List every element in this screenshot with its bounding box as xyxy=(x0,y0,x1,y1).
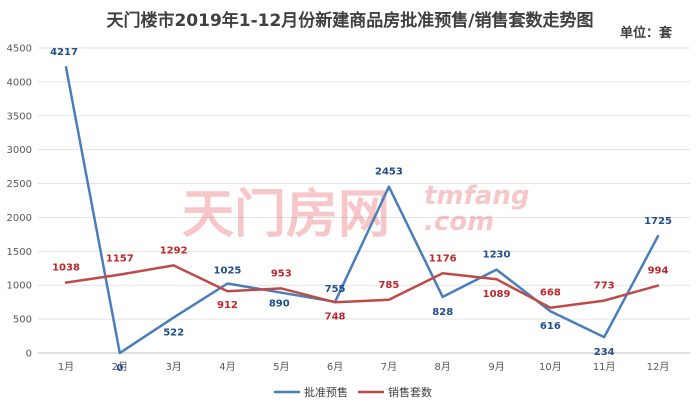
data-label-series-1: 828 xyxy=(432,307,453,318)
data-label-series-1: 234 xyxy=(594,347,615,358)
x-tick-label: 4月 xyxy=(219,361,235,373)
x-tick-label: 6月 xyxy=(327,361,343,373)
y-tick-label: 2500 xyxy=(7,179,32,190)
data-label-series-1: 0 xyxy=(116,363,123,374)
y-tick-label: 4500 xyxy=(7,44,32,55)
y-tick-label: 3500 xyxy=(7,111,32,122)
data-label-series-2: 1089 xyxy=(483,289,511,300)
y-tick-label: 1000 xyxy=(7,281,32,292)
data-label-series-1: 1725 xyxy=(644,216,672,227)
x-tick-label: 1月 xyxy=(58,361,74,373)
data-label-series-2: 1292 xyxy=(160,245,188,256)
y-tick-label: 4000 xyxy=(7,77,32,88)
data-label-series-2: 1038 xyxy=(52,263,80,274)
data-label-series-2: 785 xyxy=(378,280,399,291)
legend-label-1: 批准预售 xyxy=(304,385,348,399)
x-tick-label: 5月 xyxy=(273,361,289,373)
data-label-series-1: 890 xyxy=(269,299,290,310)
data-label-series-1: 1025 xyxy=(214,266,242,277)
series-line-1 xyxy=(64,65,660,355)
data-label-series-1: 1230 xyxy=(483,250,511,261)
x-tick-label: 9月 xyxy=(488,361,504,373)
watermark-text: .com xyxy=(424,207,494,237)
data-label-series-1: 755 xyxy=(325,284,346,295)
chart-title: 天门楼市2019年1-12月份新建商品房批准预售/销售套数走势图 xyxy=(106,11,594,31)
x-tick-label: 12月 xyxy=(647,361,670,373)
legend-label-2: 销售套数 xyxy=(388,385,432,399)
x-tick-label: 7月 xyxy=(381,361,397,373)
x-tick-label: 10月 xyxy=(539,361,562,373)
data-label-series-2: 953 xyxy=(271,268,292,279)
x-tick-label: 11月 xyxy=(593,361,616,373)
watermark-text: 天门房网 xyxy=(182,185,390,245)
data-label-series-1: 522 xyxy=(163,328,184,339)
y-tick-label: 500 xyxy=(13,315,32,326)
data-label-series-2: 668 xyxy=(540,288,561,299)
y-tick-label: 3000 xyxy=(7,145,32,156)
data-label-series-1: 2453 xyxy=(375,167,403,178)
watermark-text: tmfang xyxy=(424,181,530,211)
data-label-series-2: 748 xyxy=(325,311,346,322)
data-label-series-1: 4217 xyxy=(50,47,78,58)
data-label-series-1: 616 xyxy=(540,321,561,332)
data-label-series-2: 1176 xyxy=(429,253,457,264)
data-label-series-2: 1157 xyxy=(106,254,134,265)
y-tick-label: 1500 xyxy=(7,247,32,258)
data-label-series-2: 773 xyxy=(594,281,615,292)
data-label-series-2: 912 xyxy=(217,300,238,311)
y-tick-label: 2000 xyxy=(7,213,32,224)
x-tick-label: 8月 xyxy=(435,361,451,373)
x-tick-label: 3月 xyxy=(165,361,181,373)
data-label-series-2: 994 xyxy=(648,266,669,277)
unit-label: 单位：套 xyxy=(619,26,672,41)
x-tick-label: 2月 xyxy=(112,361,128,373)
y-tick-label: 0 xyxy=(26,349,32,360)
series-line-2 xyxy=(64,264,660,309)
